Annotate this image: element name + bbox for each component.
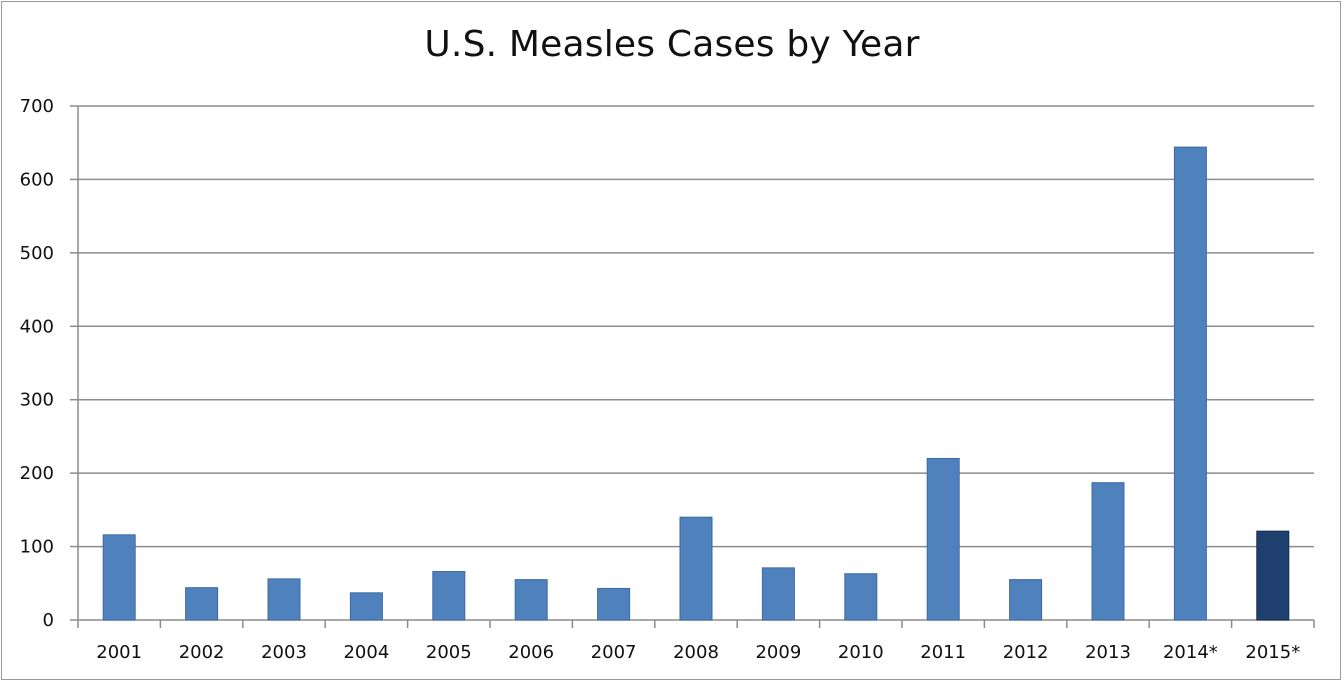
y-tick-label: 700 <box>20 96 54 117</box>
x-tick-label: 2005 <box>426 642 472 663</box>
bar <box>597 587 631 621</box>
y-tick-label: 200 <box>20 463 54 484</box>
y-tick-label: 0 <box>43 610 54 631</box>
bar <box>185 587 219 621</box>
x-tick-label: 2002 <box>179 642 225 663</box>
bar <box>267 578 301 621</box>
x-tick-label: 2008 <box>673 642 719 663</box>
x-tick-label: 2014* <box>1163 642 1218 663</box>
chart-title: U.S. Measles Cases by Year <box>424 24 920 65</box>
bar <box>1009 579 1043 621</box>
x-tick-label: 2009 <box>755 642 801 663</box>
x-tick-label: 2010 <box>838 642 884 663</box>
x-tick-label: 2001 <box>96 642 142 663</box>
y-tick-label: 300 <box>20 390 54 411</box>
bar <box>844 573 878 621</box>
bar <box>926 457 960 621</box>
bar <box>349 592 383 621</box>
bar <box>1091 482 1125 621</box>
bar <box>102 534 136 621</box>
bar <box>679 516 713 621</box>
x-tick-label: 2012 <box>1003 642 1049 663</box>
bar <box>1256 530 1290 621</box>
x-tick-label: 2006 <box>508 642 554 663</box>
bar <box>432 571 466 621</box>
y-tick-label: 400 <box>20 316 54 337</box>
y-tick-label: 600 <box>20 169 54 190</box>
bar <box>514 579 548 621</box>
x-tick-label: 2007 <box>591 642 637 663</box>
x-tick-label: 2015* <box>1245 642 1300 663</box>
x-tick-label: 2011 <box>920 642 966 663</box>
x-tick-label: 2004 <box>343 642 389 663</box>
bar <box>761 567 795 621</box>
y-tick-label: 500 <box>20 243 54 264</box>
x-tick-label: 2013 <box>1085 642 1131 663</box>
x-tick-label: 2003 <box>261 642 307 663</box>
bar <box>1173 146 1207 621</box>
y-tick-label: 100 <box>20 537 54 558</box>
